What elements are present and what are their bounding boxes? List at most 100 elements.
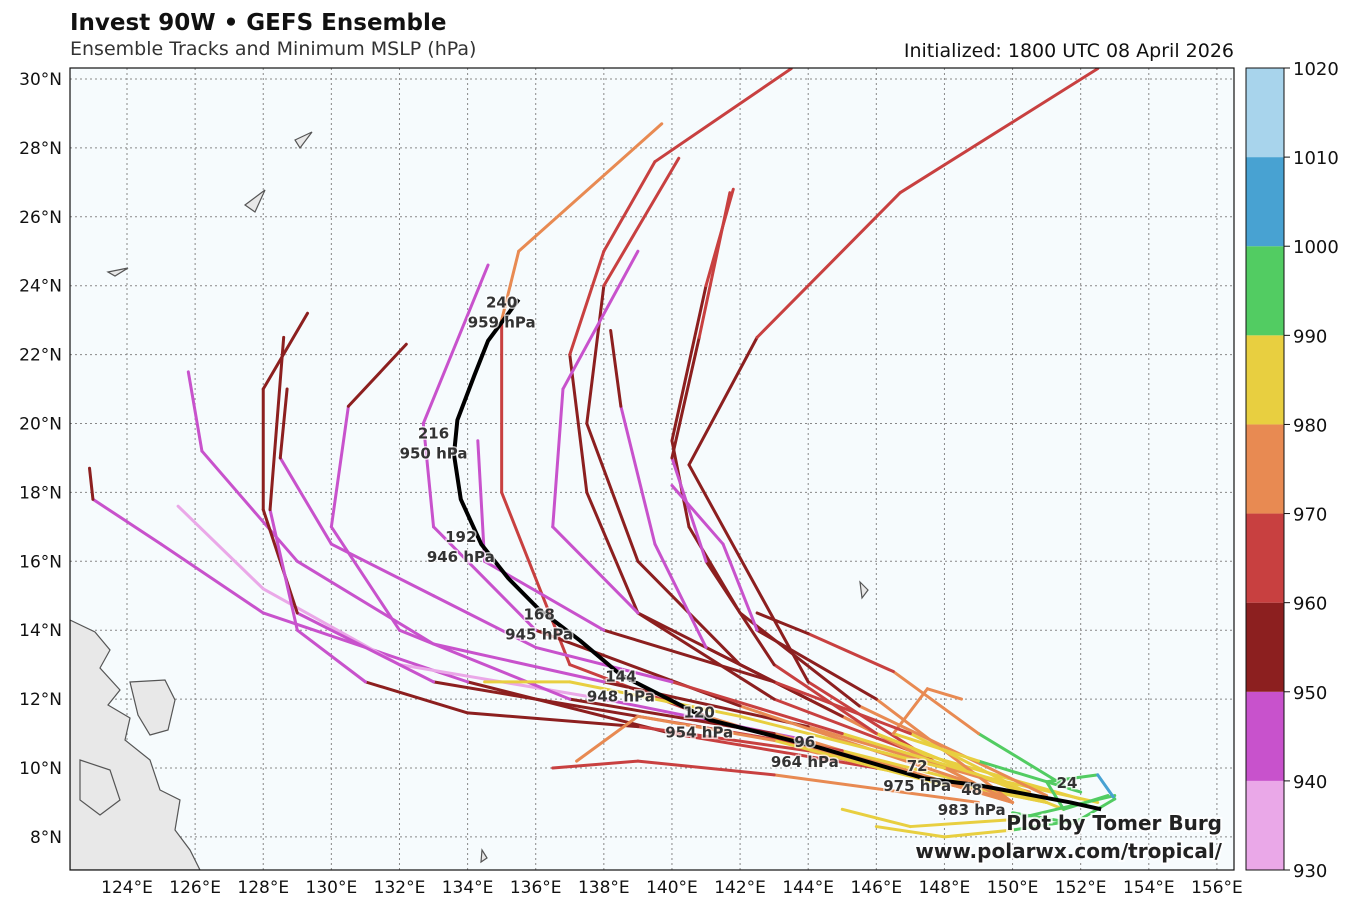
track-segment (636, 725, 810, 753)
colorbar-label: 940 (1293, 772, 1327, 793)
track-segment (891, 670, 980, 736)
forecast-hour-label: 144 (605, 667, 636, 685)
track-segment (857, 704, 1049, 798)
track-segment (585, 284, 606, 425)
forecast-hour-label: 192 (445, 528, 476, 546)
colorbar-swatch (1246, 335, 1284, 425)
track-segment (755, 628, 878, 701)
lon-tick-label: 128°E (237, 878, 289, 898)
ensemble-mean-track: 24 48 983 hPa 72 975 hPa 96 964 hPa 120 954 hPa 1… (398, 292, 1102, 821)
track-segment (585, 490, 640, 615)
lat-tick-label: 16°N (19, 552, 62, 572)
colorbar-label: 950 (1293, 683, 1327, 704)
track-segment (432, 594, 538, 649)
track-segment (670, 335, 701, 460)
forecast-hour-label: 240 (486, 294, 517, 312)
track-segment (476, 439, 487, 563)
forecast-hour-label: 120 (684, 703, 715, 721)
lon-tick-label: 150°E (987, 878, 1039, 898)
ensemble-track (483, 680, 946, 770)
lat-tick-label: 26°N (19, 208, 62, 228)
track-segment (636, 759, 776, 777)
lon-tick-label: 124°E (101, 878, 153, 898)
lat-tick-label: 24°N (19, 277, 62, 297)
pressure-label: 964 hPa (771, 753, 839, 771)
island (243, 189, 266, 213)
land (70, 131, 869, 870)
colorbar-label: 980 (1293, 415, 1327, 436)
track-segment (500, 490, 572, 667)
mean-track-line (451, 298, 1102, 812)
track-segment (942, 828, 1015, 839)
colorbar-swatch (1246, 513, 1284, 603)
track-segment (602, 156, 681, 288)
island (480, 848, 488, 864)
track-segment (517, 122, 664, 253)
ensemble-track (670, 484, 1015, 804)
track-segment (466, 711, 640, 729)
track-segment (329, 404, 350, 529)
map-subtitle: Ensemble Tracks and Minimum MSLP (hPa) (70, 38, 476, 60)
pressure-label: 946 hPa (427, 548, 495, 566)
colorbar-swatch (1246, 246, 1284, 336)
lat-tick-label: 30°N (19, 70, 62, 90)
pressure-label: 954 hPa (665, 723, 733, 741)
track-segment (670, 456, 708, 563)
track-segment (840, 807, 912, 829)
track-segment (772, 773, 980, 804)
lon-tick-label: 130°E (306, 878, 358, 898)
track-segment (806, 632, 895, 674)
lat-tick-label: 18°N (19, 483, 62, 503)
lon-tick-label: 152°E (1055, 878, 1107, 898)
colorbar-swatch (1246, 424, 1284, 514)
track-segment (687, 335, 759, 467)
pressure-label: 950 hPa (400, 444, 468, 462)
credit-author: Plot by Tomer Burg (1006, 811, 1222, 835)
track-segment (687, 463, 810, 684)
track-segment (278, 456, 333, 546)
track-segment (268, 335, 286, 512)
colorbar-swatch (1246, 602, 1284, 692)
plot-area (70, 68, 1234, 870)
init-time: Initialized: 1800 UTC 08 April 2026 (904, 40, 1234, 62)
track-segment (874, 825, 946, 839)
track-segment (534, 645, 674, 684)
track-segment (609, 328, 623, 408)
forecast-hour-label: 72 (907, 757, 928, 775)
pressure-label: 983 hPa (938, 801, 1006, 819)
track-segment (1011, 811, 1076, 825)
track-segment (619, 404, 657, 546)
track-segment (432, 642, 606, 684)
track-segment (636, 611, 776, 701)
lat-tick-label: 22°N (19, 346, 62, 366)
track-segment (898, 68, 1100, 195)
ensemble-track (278, 387, 1015, 787)
track-segment (670, 484, 725, 546)
lon-tick-label: 136°E (510, 878, 562, 898)
track-segment (636, 714, 776, 742)
ensemble-track (670, 191, 1049, 804)
gridlines (70, 68, 1234, 870)
track-segment (397, 628, 572, 701)
pressure-label: 975 hPa (883, 777, 951, 795)
lon-tick-label: 126°E (169, 878, 221, 898)
credit-url[interactable]: www.polarwx.com/tropical/ (913, 837, 1224, 865)
track-segment (295, 611, 436, 684)
track-segment (977, 732, 1066, 787)
track-segment (908, 818, 1015, 829)
track-segment (268, 508, 299, 632)
lon-tick-label: 144°E (782, 878, 834, 898)
island (294, 131, 313, 150)
track-segment (772, 697, 912, 753)
lon-tick-label: 146°E (850, 878, 902, 898)
track-segment (670, 284, 708, 443)
track-segment (568, 353, 589, 494)
track-segment (432, 525, 538, 632)
track-segment (432, 680, 640, 718)
colorbar-label: 970 (1293, 505, 1327, 526)
map-title: Invest 90W • GEFS Ensemble (70, 10, 446, 36)
track-segment (500, 249, 521, 322)
pressure-label: 948 hPa (587, 687, 655, 705)
lat-tick-label: 28°N (19, 139, 62, 159)
